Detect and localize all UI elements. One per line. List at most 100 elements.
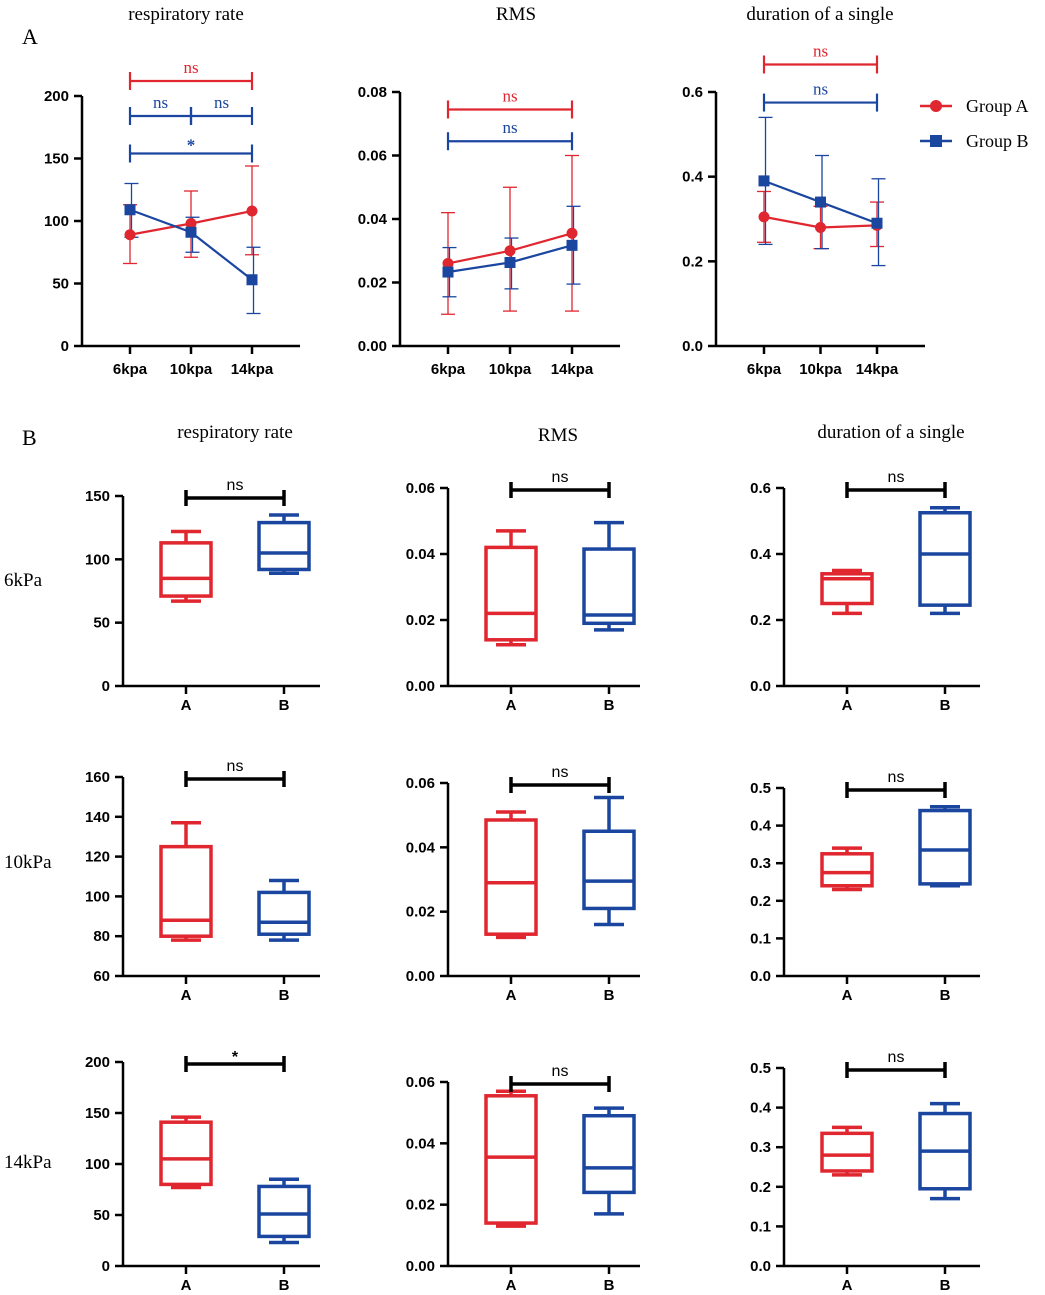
sig-label: ns bbox=[813, 41, 828, 60]
x-tick-label: A bbox=[842, 697, 853, 714]
chart-b33: 0.0 0.1 0.2 0.3 0.4 0.5 A Bns bbox=[750, 1049, 980, 1294]
data-point-circle bbox=[442, 257, 454, 269]
y-tick-label: 0.3 bbox=[750, 1139, 771, 1156]
sig-label: ns bbox=[227, 477, 244, 494]
legend: Group A Group B bbox=[920, 96, 1029, 151]
y-tick-label: 0.04 bbox=[358, 211, 388, 228]
sig-label: ns bbox=[153, 93, 168, 112]
box-body-b bbox=[918, 808, 972, 886]
y-tick-label: 50 bbox=[52, 276, 69, 293]
y-tick-label: 0.00 bbox=[406, 968, 435, 985]
panel-a-label: A bbox=[22, 24, 38, 49]
x-tick-label: B bbox=[604, 987, 615, 1004]
x-tick-label: 10kpa bbox=[799, 361, 842, 378]
box-body-a bbox=[820, 1131, 874, 1173]
x-tick-label: 14kpa bbox=[551, 361, 594, 378]
chart-b22: 0.00 0.02 0.04 0.06 A Bns bbox=[406, 764, 640, 1004]
y-tick-label: 0 bbox=[61, 338, 69, 355]
x-tick-label: 6kpa bbox=[431, 361, 466, 378]
x-tick-label: A bbox=[842, 1277, 853, 1294]
chart-b23: 0.0 0.1 0.2 0.3 0.4 0.5 A Bns bbox=[750, 769, 980, 1004]
y-tick-label: 0.5 bbox=[750, 1060, 771, 1077]
row-label-10kpa: 10kPa bbox=[4, 852, 52, 873]
chart-title: respiratory rate bbox=[128, 4, 244, 25]
box-body-b bbox=[582, 829, 636, 911]
y-tick-label: 60 bbox=[93, 968, 110, 985]
y-tick-label: 140 bbox=[85, 809, 110, 826]
data-point-circle bbox=[504, 245, 516, 257]
x-tick-label: 14kpa bbox=[856, 361, 899, 378]
x-tick-label: B bbox=[279, 1277, 290, 1294]
y-tick-label: 0 bbox=[102, 678, 110, 695]
sig-label: ns bbox=[888, 1049, 905, 1066]
x-tick-label: A bbox=[181, 697, 192, 714]
y-tick-label: 0.4 bbox=[750, 1100, 772, 1117]
y-tick-label: 150 bbox=[85, 488, 110, 505]
y-tick-label: 0.2 bbox=[750, 1179, 771, 1196]
y-tick-label: 0.0 bbox=[682, 338, 703, 355]
y-tick-label: 50 bbox=[93, 1207, 110, 1224]
box-body-a bbox=[484, 545, 538, 642]
x-tick-label: 14kpa bbox=[231, 361, 274, 378]
data-point-square bbox=[442, 266, 454, 278]
sig-label: ns bbox=[214, 93, 229, 112]
y-tick-label: 0.06 bbox=[358, 148, 387, 165]
data-point-square bbox=[758, 175, 770, 187]
sig-label: ns bbox=[227, 758, 244, 775]
legend-group-a-label: Group A bbox=[966, 96, 1029, 116]
sig-label: ns bbox=[502, 86, 517, 105]
chart-b13: duration of a single 0.0 0.2 0.4 0.6 A Bns bbox=[750, 422, 980, 714]
chart-title: duration of a single bbox=[817, 422, 964, 443]
chart-b32: 0.00 0.02 0.04 0.06 A Bns bbox=[406, 1063, 640, 1294]
y-tick-label: 120 bbox=[85, 849, 110, 866]
y-tick-label: 0.5 bbox=[750, 780, 771, 797]
y-tick-label: 0.0 bbox=[750, 1258, 771, 1275]
sig-label: * bbox=[187, 136, 196, 155]
box-body-a bbox=[484, 1094, 538, 1225]
y-tick-label: 0.0 bbox=[750, 678, 771, 695]
x-tick-label: B bbox=[279, 697, 290, 714]
data-point-square bbox=[815, 196, 826, 208]
y-tick-label: 0.2 bbox=[750, 893, 771, 910]
x-tick-label: A bbox=[506, 987, 517, 1004]
y-tick-label: 100 bbox=[44, 213, 69, 230]
y-tick-label: 0.02 bbox=[406, 904, 435, 921]
legend-group-b-marker bbox=[930, 135, 942, 147]
y-tick-label: 0.04 bbox=[406, 1135, 436, 1152]
y-tick-label: 0.6 bbox=[682, 84, 703, 101]
y-tick-label: 0.04 bbox=[406, 546, 436, 563]
data-point-circle bbox=[246, 205, 258, 217]
panel-b-label: B bbox=[22, 425, 37, 450]
chart-a1: respiratory rate 0 50 100 150 200 6kpa 10kpa 14k… bbox=[44, 4, 300, 378]
row-label-6kpa: 6kPa bbox=[4, 570, 43, 591]
data-point-circle bbox=[185, 218, 197, 229]
x-tick-label: A bbox=[842, 987, 853, 1004]
chart-b21: 60 80 100 120 140 160 A Bns bbox=[85, 758, 320, 1004]
y-tick-label: 0.02 bbox=[358, 275, 387, 292]
chart-title: RMS bbox=[496, 4, 536, 25]
y-tick-label: 0.00 bbox=[406, 678, 435, 695]
sig-label: ns bbox=[552, 469, 569, 486]
y-tick-label: 100 bbox=[85, 888, 110, 905]
y-tick-label: 0.4 bbox=[682, 169, 704, 186]
legend-group-a-marker bbox=[930, 100, 942, 112]
x-tick-label: B bbox=[940, 697, 951, 714]
charts-layer: respiratory rate 0 50 100 150 200 6kpa 10kpa 14k… bbox=[44, 4, 980, 1294]
y-tick-label: 0 bbox=[102, 1258, 110, 1275]
box-body-b bbox=[582, 1113, 636, 1195]
data-point-square bbox=[504, 256, 516, 268]
y-tick-label: 50 bbox=[93, 615, 110, 632]
data-point-square bbox=[185, 226, 197, 238]
y-tick-label: 0.00 bbox=[358, 338, 387, 355]
box-body-b bbox=[918, 511, 972, 607]
sig-label: * bbox=[232, 1049, 239, 1066]
y-tick-label: 200 bbox=[44, 88, 69, 105]
chart-title: respiratory rate bbox=[177, 422, 293, 443]
chart-title: duration of a single bbox=[746, 4, 893, 25]
y-tick-label: 0.06 bbox=[406, 1074, 435, 1091]
sig-label: ns bbox=[552, 1063, 569, 1080]
box-body-a bbox=[159, 1120, 213, 1187]
sig-label: ns bbox=[888, 769, 905, 786]
chart-a3: duration of a single 0.0 0.2 0.4 0.6 6kpa 10kp… bbox=[682, 4, 925, 378]
